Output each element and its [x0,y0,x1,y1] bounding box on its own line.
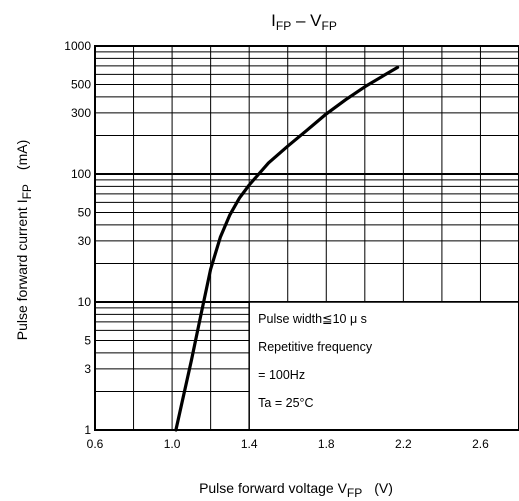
x-tick-label: 1.0 [164,437,181,451]
x-tick-label: 1.8 [318,437,335,451]
annotation-line-3: = 100Hz [258,368,305,382]
x-tick-label: 0.6 [87,437,104,451]
x-tick-label: 2.6 [472,437,489,451]
x-tick-label: 1.4 [241,437,258,451]
annotation-text: Pulse width≦10 μ s Repetitive frequency … [258,312,373,410]
series-line [174,65,400,432]
x-axis-label: Pulse forward voltage VFP (V) [199,480,393,500]
y-tick-label: 1 [84,423,91,437]
y-tick-label: 10 [78,295,92,309]
annotation-box [248,301,519,431]
annotation-line-4: Ta = 25°C [258,396,313,410]
y-tick-label: 5 [84,334,91,348]
y-tick-label: 300 [71,106,91,120]
y-tick-label: 1000 [64,39,91,53]
chart-title: IFP – VFP [271,11,337,33]
annotation-line-2: Repetitive frequency [258,340,373,354]
y-tick-label: 30 [78,234,92,248]
x-tick-label: 2.2 [395,437,412,451]
y-tick-label: 3 [84,362,91,376]
annotation-line-1: Pulse width≦10 μ s [258,312,367,326]
plot-frame [94,45,519,431]
y-tick-labels: 1 3 5 10 30 50 100 300 500 1000 [64,39,91,437]
y-tick-label: 500 [71,78,91,92]
x-tick-labels: 0.6 1.0 1.4 1.8 2.2 2.6 [87,437,489,451]
y-tick-label: 50 [78,206,92,220]
y-axis-label: Pulse forward current IFP(mA) [14,140,34,341]
y-tick-label: 100 [71,167,91,181]
